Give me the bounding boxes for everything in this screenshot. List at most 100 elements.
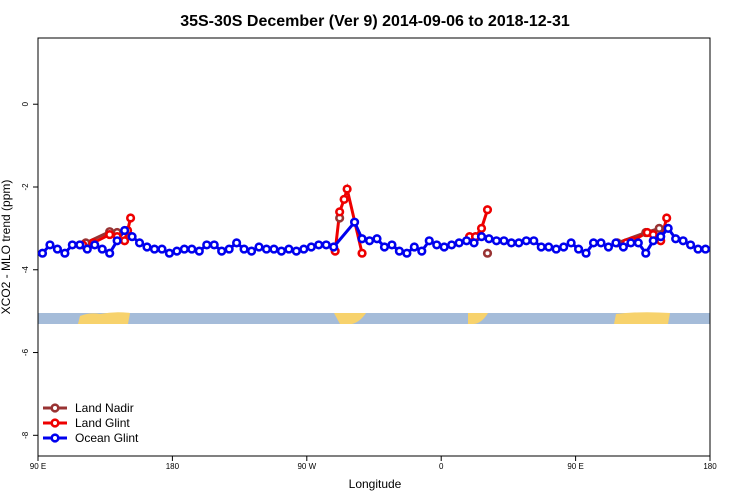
data-point [357, 234, 367, 244]
data-point [52, 244, 63, 254]
data-point [125, 213, 136, 223]
data-point [179, 244, 189, 254]
data-point [693, 244, 703, 254]
data-point [476, 223, 487, 233]
data-point [299, 244, 309, 254]
legend-marker [50, 418, 60, 428]
data-point [90, 240, 100, 250]
x-tick-label: 90 E [567, 462, 583, 471]
data-point [97, 244, 107, 254]
data-point [217, 246, 227, 256]
y-tick-label: -6 [21, 348, 30, 356]
data-point [291, 246, 301, 256]
data-point [134, 238, 145, 248]
data-point [261, 244, 272, 254]
x-tick-label: 0 [439, 462, 444, 471]
data-point [521, 236, 531, 246]
data-point [482, 205, 493, 215]
data-point [60, 248, 70, 258]
x-tick-label: 90 W [297, 462, 316, 471]
data-point [349, 217, 360, 227]
data-point [164, 248, 175, 258]
data-point [67, 240, 77, 250]
data-point [321, 240, 331, 250]
x-tick-label: 180 [166, 462, 180, 471]
data-point [409, 242, 419, 252]
data-point [618, 242, 628, 252]
data-point [209, 240, 219, 250]
data-point [339, 194, 349, 205]
legend-marker [50, 403, 60, 413]
data-point [112, 236, 122, 246]
data-point [364, 236, 375, 246]
y-tick-label: -2 [21, 183, 30, 191]
data-point [142, 242, 152, 252]
data-point [306, 242, 316, 252]
data-point [372, 234, 382, 244]
data-point [357, 248, 367, 258]
data-point [611, 238, 621, 248]
data-point [626, 238, 636, 248]
data-point [254, 242, 264, 252]
data-point [105, 248, 115, 258]
data-point [105, 229, 115, 240]
data-point [120, 236, 130, 246]
y-tick-label: -8 [21, 431, 30, 439]
data-point [75, 240, 85, 250]
data-point [551, 244, 561, 254]
data-point [656, 232, 666, 242]
data-point [387, 240, 397, 250]
data-point [342, 184, 352, 194]
data-point [685, 240, 696, 250]
data-point [588, 238, 599, 248]
legend-label: Land Nadir [75, 401, 134, 415]
data-point [276, 246, 287, 256]
chart-title: 35S-30S December (Ver 9) 2014-09-06 to 2… [180, 13, 570, 30]
x-axis-label: Longitude [349, 477, 402, 491]
data-point [269, 244, 279, 254]
y-tick-label: -4 [21, 266, 30, 274]
data-point [491, 236, 502, 246]
data-point [662, 213, 672, 223]
series-line [82, 183, 669, 254]
data-point [379, 242, 390, 252]
y-axis-label: XCO2 - MLO trend (ppm) [0, 180, 13, 315]
data-point [246, 246, 257, 256]
data-point [149, 244, 160, 254]
legend-label: Ocean Glint [75, 431, 139, 445]
data-point [172, 246, 182, 256]
data-point [482, 248, 493, 258]
data-point [187, 244, 197, 254]
data-point [671, 234, 681, 244]
data-point [447, 240, 457, 250]
data-point [461, 236, 472, 246]
data-point [469, 238, 479, 248]
plot-frame [37, 37, 711, 457]
data-point [663, 223, 673, 233]
data-point [329, 242, 339, 252]
data-point [566, 238, 576, 248]
legend-marker [50, 433, 60, 443]
data-point [120, 225, 130, 236]
data-point [202, 240, 212, 250]
data-point [573, 244, 584, 254]
data-point [314, 240, 324, 250]
y-tick-label: 0 [21, 101, 30, 106]
data-point [648, 236, 658, 246]
data-point [454, 238, 464, 248]
data-point [603, 242, 614, 252]
x-tick-label: 180 [703, 462, 717, 471]
data-point [581, 248, 591, 258]
data-point [544, 242, 554, 252]
data-point [439, 242, 449, 252]
data-point [284, 244, 294, 254]
data-point [596, 238, 606, 248]
data-point [157, 244, 167, 254]
data-point [506, 238, 516, 248]
data-point [499, 236, 509, 246]
data-point [424, 236, 434, 246]
data-point [678, 236, 688, 246]
data-point [394, 246, 404, 256]
